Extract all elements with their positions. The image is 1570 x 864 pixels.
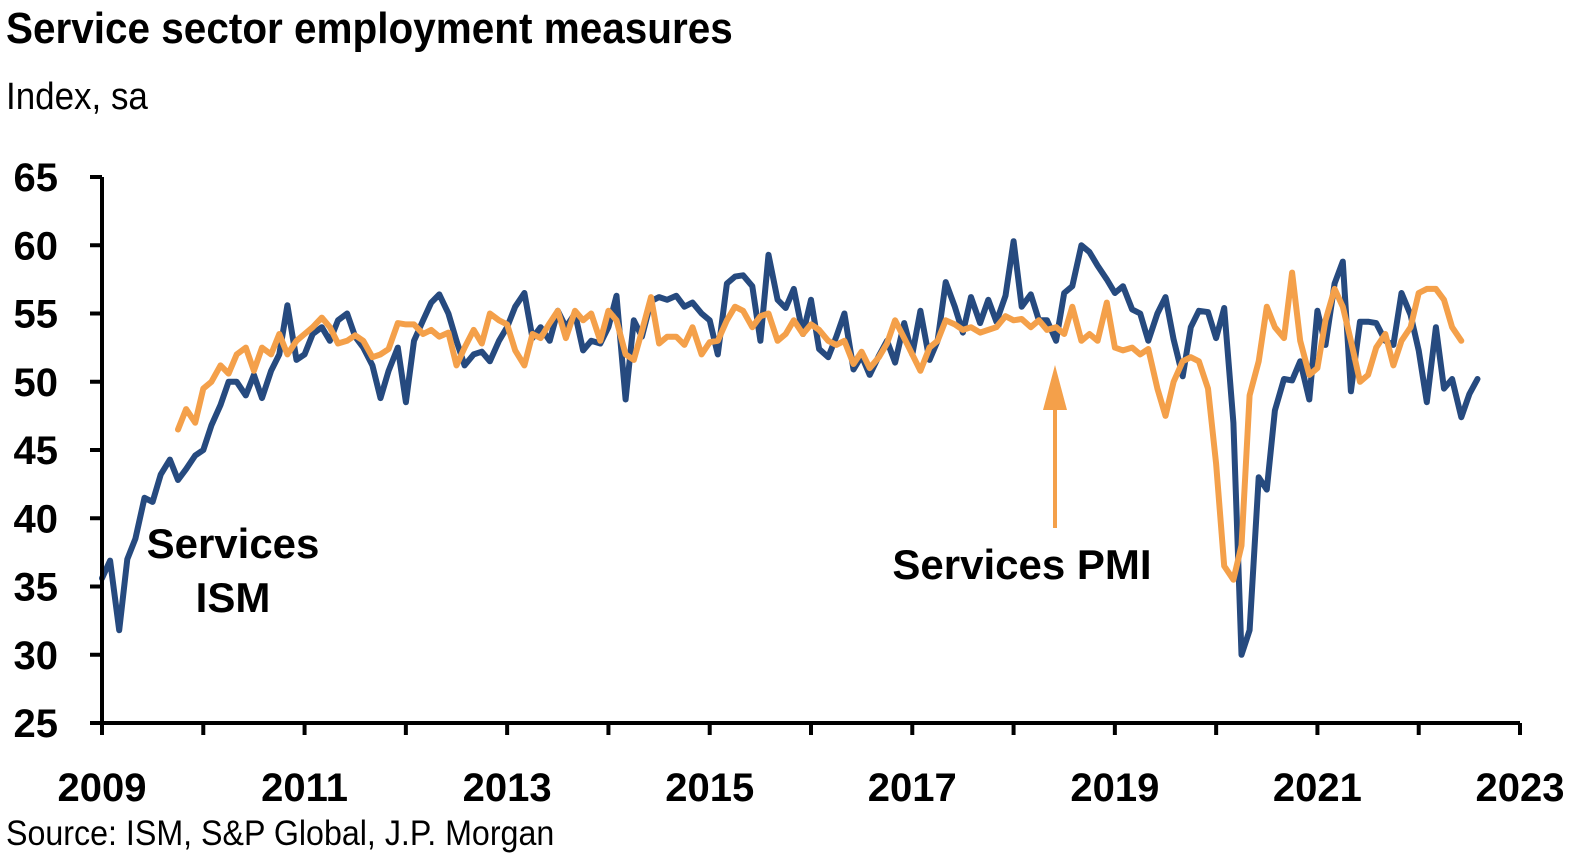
y-tick-label: 60: [14, 224, 59, 268]
series-line-services-pmi: [175, 269, 1465, 583]
y-tick-label: 55: [14, 293, 59, 337]
annotations: Services ISM Services PMI: [147, 365, 1152, 621]
series-line-services-ism: [99, 238, 1481, 658]
y-tick-label: 35: [14, 566, 59, 610]
x-tick-label: 2017: [868, 766, 957, 810]
ism-label-line1: Services: [147, 520, 320, 567]
y-tick-label: 65: [14, 156, 59, 200]
x-tick-label: 2013: [463, 766, 552, 810]
ism-label-line2: ISM: [196, 574, 271, 621]
y-tick-label: 50: [14, 361, 59, 405]
series-layer: [99, 238, 1481, 658]
x-tick-label: 2011: [261, 766, 348, 810]
chart-subtitle: Index, sa: [6, 76, 148, 118]
y-tick-label: 40: [14, 497, 59, 541]
y-tick-label: 25: [14, 702, 59, 746]
y-tick-label: 30: [14, 634, 59, 678]
x-tick-label: 2021: [1273, 766, 1362, 810]
pmi-label: Services PMI: [892, 541, 1151, 588]
y-tick-label: 45: [14, 429, 59, 473]
x-tick-label: 2015: [665, 766, 754, 810]
chart-title: Service sector employment measures: [6, 4, 733, 53]
x-tick-label: 2019: [1070, 766, 1159, 810]
x-tick-label: 2023: [1476, 766, 1565, 810]
axes: 25 30 35 40 45 50 55 60 65 2009 2011 2013 2015 2017 20…: [14, 156, 1565, 810]
pmi-arrow-head: [1043, 365, 1067, 410]
source-note: Source: ISM, S&P Global, J.P. Morgan: [6, 814, 555, 853]
x-tick-label: 2009: [58, 766, 147, 810]
